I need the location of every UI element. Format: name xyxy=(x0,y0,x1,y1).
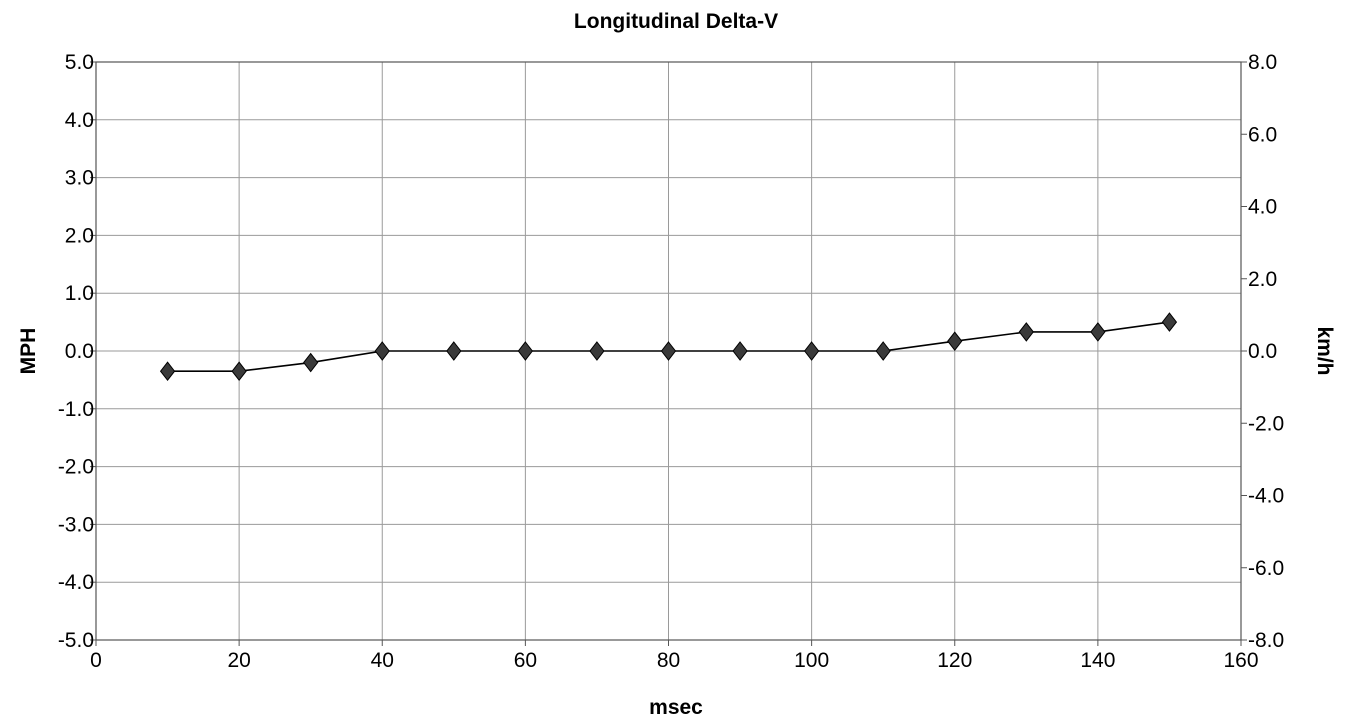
x-tick-label: 60 xyxy=(514,649,537,672)
y-tick-label: 3.0 xyxy=(65,167,94,190)
y2-tick-label: 6.0 xyxy=(1248,123,1277,146)
data-point-diamond xyxy=(231,361,247,382)
grid xyxy=(95,61,1242,641)
x-axis-title: msec xyxy=(649,696,703,719)
y-tick-label: 2.0 xyxy=(65,224,94,247)
y-tick-label: 4.0 xyxy=(65,109,94,132)
data-point-diamond xyxy=(875,341,891,361)
y2-tick-label: 4.0 xyxy=(1248,196,1277,219)
x-tick-label: 100 xyxy=(794,649,829,672)
y-axis-ticks: 5.0 4.0 3.0 2.0 1.0 0.0 -1.0 -2.0 -3.0 -4.0 -5.0 xyxy=(58,51,96,652)
data-point-diamond xyxy=(374,341,390,361)
y2-tick-label: -8.0 xyxy=(1248,629,1284,652)
x-tick-label: 120 xyxy=(937,649,972,672)
y2-axis-title: km/h xyxy=(1313,326,1336,375)
data-point-diamond xyxy=(589,341,605,361)
y2-tick-label: 0.0 xyxy=(1248,340,1277,363)
data-point-diamond xyxy=(1018,322,1034,342)
x-tick-label: 140 xyxy=(1080,649,1115,672)
data-point-diamond xyxy=(803,341,820,361)
x-tick-label: 20 xyxy=(227,649,250,672)
y-tick-label: -5.0 xyxy=(58,629,94,652)
series-group xyxy=(159,312,1178,382)
x-tick-label: 0 xyxy=(90,649,102,672)
data-point-diamond xyxy=(303,352,319,373)
data-point-diamond xyxy=(1090,322,1106,342)
y-tick-label: 0.0 xyxy=(65,340,94,363)
y-tick-label: -4.0 xyxy=(58,571,94,594)
y2-axis-ticks: 8.0 6.0 4.0 2.0 0.0 -2.0 -4.0 -6.0 -8.0 xyxy=(1241,51,1284,652)
y2-tick-label: 2.0 xyxy=(1248,268,1277,291)
y-axis-title: MPH xyxy=(17,328,40,375)
y2-tick-label: 8.0 xyxy=(1248,51,1277,74)
data-point-diamond xyxy=(1161,312,1178,332)
y-tick-label: 5.0 xyxy=(65,51,94,74)
data-point-diamond xyxy=(517,341,534,361)
data-point-diamond xyxy=(947,331,963,351)
y-tick-label: -1.0 xyxy=(58,398,94,421)
y-tick-label: -3.0 xyxy=(58,513,94,536)
data-point-diamond xyxy=(660,341,677,361)
data-point-diamond xyxy=(732,341,748,361)
y-tick-label: -2.0 xyxy=(58,456,94,479)
x-tick-label: 160 xyxy=(1223,649,1258,672)
y2-tick-label: -2.0 xyxy=(1248,412,1284,435)
x-tick-label: 80 xyxy=(657,649,680,672)
x-tick-label: 40 xyxy=(371,649,394,672)
y2-tick-label: -6.0 xyxy=(1248,557,1284,580)
data-point-diamond xyxy=(446,341,462,361)
y2-tick-label: -4.0 xyxy=(1248,485,1284,508)
y-tick-label: 1.0 xyxy=(65,282,94,305)
x-axis-ticks: 0 20 40 60 80 100 120 140 160 xyxy=(90,640,1259,672)
chart-title: Longitudinal Delta-V xyxy=(574,10,778,33)
data-point-diamond xyxy=(159,361,176,382)
